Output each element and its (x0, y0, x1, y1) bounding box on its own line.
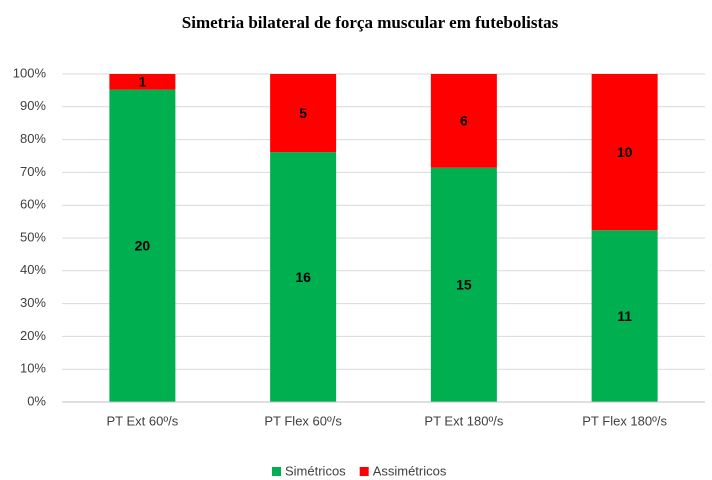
data-label: 11 (617, 308, 632, 324)
legend-swatch (272, 467, 281, 476)
y-tick-label: 60% (20, 197, 46, 212)
bar-segment (430, 167, 497, 402)
legend-label: Assimétricos (373, 463, 447, 478)
bar-segment (430, 74, 497, 168)
y-tick-label: 40% (20, 262, 46, 277)
data-label: 1 (138, 74, 146, 90)
data-label: 10 (617, 144, 633, 160)
data-label: 15 (456, 277, 472, 293)
bar-segment (109, 89, 176, 402)
data-label: 20 (135, 238, 151, 254)
x-tick-label: PT Flex 60º/s (264, 413, 342, 428)
y-tick-label: 80% (20, 131, 46, 146)
y-tick-label: 90% (20, 98, 46, 113)
legend-label: Simétricos (285, 463, 346, 478)
bar-segment (270, 74, 337, 153)
x-tick-label: PT Ext 60º/s (107, 413, 179, 428)
data-label: 6 (460, 113, 468, 129)
bar-segment (109, 74, 176, 90)
bar-segment (270, 152, 337, 402)
bar-segment (591, 230, 658, 402)
y-tick-label: 10% (20, 361, 46, 376)
y-tick-label: 0% (27, 393, 46, 408)
x-tick-label: PT Flex 180º/s (582, 413, 667, 428)
bar-segment (591, 74, 658, 231)
legend-swatch (359, 467, 369, 476)
y-tick-label: 100% (13, 65, 47, 80)
data-label: 5 (299, 105, 307, 121)
y-tick-label: 30% (20, 295, 46, 310)
y-tick-label: 20% (20, 328, 46, 343)
data-label: 16 (295, 269, 311, 285)
y-tick-label: 70% (20, 164, 46, 179)
chart-title: Simetria bilateral de força muscular em … (182, 13, 559, 32)
y-tick-label: 50% (20, 229, 46, 244)
x-tick-label: PT Ext 180º/s (424, 413, 503, 428)
